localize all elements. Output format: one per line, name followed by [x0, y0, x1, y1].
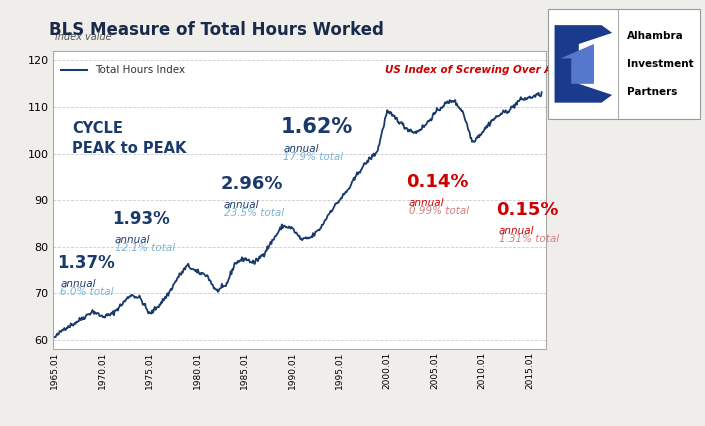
Text: BLS Measure of Total Hours Worked: BLS Measure of Total Hours Worked	[49, 21, 384, 39]
FancyBboxPatch shape	[548, 9, 700, 119]
Text: 2.96%: 2.96%	[221, 175, 283, 193]
Text: CYCLE
PEAK to PEAK: CYCLE PEAK to PEAK	[72, 121, 186, 156]
Text: annual: annual	[499, 226, 534, 236]
Text: annual: annual	[223, 200, 259, 210]
Text: 23.5% total: 23.5% total	[223, 208, 284, 218]
Polygon shape	[555, 25, 612, 103]
Text: 17.9% total: 17.9% total	[283, 152, 343, 162]
Text: 1.31% total: 1.31% total	[499, 234, 559, 244]
Polygon shape	[560, 44, 594, 97]
Text: Investment: Investment	[627, 59, 694, 69]
Text: annual: annual	[114, 235, 150, 245]
Text: 0.14%: 0.14%	[406, 173, 468, 191]
Text: annual: annual	[283, 144, 319, 154]
Text: 0.99% total: 0.99% total	[409, 206, 469, 216]
Text: 1.62%: 1.62%	[281, 117, 353, 137]
Text: index value: index value	[55, 32, 112, 42]
Text: 1.93%: 1.93%	[111, 210, 169, 228]
Text: Alhambra: Alhambra	[627, 31, 684, 41]
Text: Partners: Partners	[627, 86, 678, 97]
Text: 0.15%: 0.15%	[496, 201, 558, 219]
Text: 6.0% total: 6.0% total	[61, 288, 114, 297]
Text: annual: annual	[61, 279, 96, 289]
Text: annual: annual	[409, 198, 444, 208]
Text: 12.1% total: 12.1% total	[114, 243, 175, 253]
Text: US Index of Screwing Over American Workers: US Index of Screwing Over American Worke…	[385, 65, 651, 75]
Text: 1.37%: 1.37%	[58, 254, 116, 273]
Legend: Total Hours Index: Total Hours Index	[61, 65, 185, 75]
